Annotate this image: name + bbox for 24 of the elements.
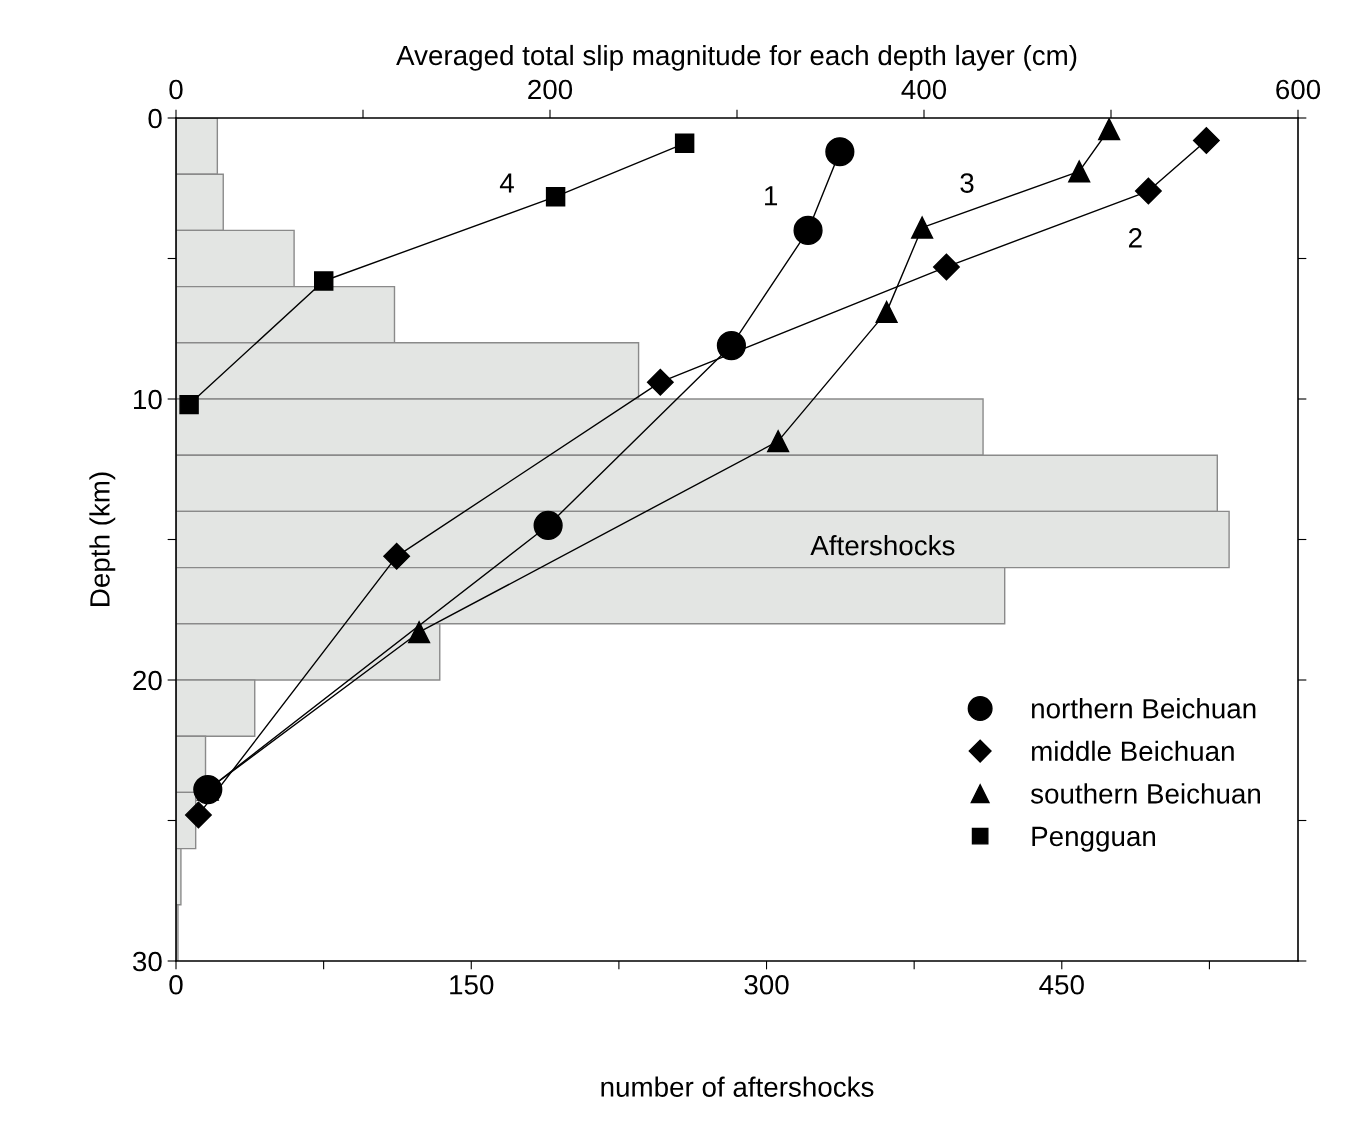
x-tick-label: 0 bbox=[169, 974, 183, 995]
x-axis-title: number of aftershocks bbox=[601, 1076, 874, 1097]
legend-label: northern Beichuan bbox=[1031, 698, 1256, 719]
legend-label: southern Beichuan bbox=[1030, 783, 1260, 804]
annotation: 3 bbox=[960, 173, 974, 193]
x2-axis-title: Averaged total slip magnitude for each depth layer (cm) bbox=[396, 44, 1077, 71]
annotation: Aftershocks bbox=[810, 534, 955, 556]
y-tick-label: 0 bbox=[148, 108, 162, 129]
x-tick-label: 150 bbox=[450, 974, 494, 995]
x-tick-label: 450 bbox=[1039, 974, 1084, 995]
legend-label: middle Beichuan bbox=[1031, 740, 1234, 762]
y-axis-title: Depth (km) bbox=[89, 472, 116, 606]
annotation: 4 bbox=[499, 173, 514, 193]
annotation: 1 bbox=[765, 186, 778, 206]
y-tick-label: 10 bbox=[134, 389, 162, 410]
legend-label: Pengguan bbox=[1032, 826, 1156, 852]
annotation: 2 bbox=[1128, 228, 1142, 248]
x2-tick-label: 0 bbox=[169, 79, 183, 100]
x-tick-label: 300 bbox=[744, 974, 789, 995]
y-tick-label: 30 bbox=[132, 951, 162, 972]
x2-tick-label: 200 bbox=[528, 79, 573, 100]
x2-tick-label: 400 bbox=[901, 79, 947, 100]
x2-tick-label: 600 bbox=[1276, 79, 1321, 100]
y-tick-label: 20 bbox=[133, 670, 162, 691]
